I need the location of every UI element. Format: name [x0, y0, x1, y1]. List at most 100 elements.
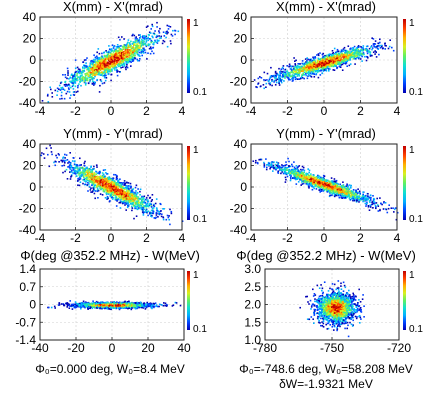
scatter-point: [62, 171, 64, 174]
scatter-point: [302, 63, 305, 66]
scatter-point: [104, 54, 106, 57]
scatter-point: [121, 200, 124, 203]
scatter-point: [324, 55, 326, 57]
scatter-point: [108, 191, 110, 194]
scatter-point: [324, 60, 327, 63]
scatter-point: [282, 72, 285, 75]
scatter-point: [348, 50, 350, 53]
scatter-point: [129, 201, 131, 203]
scatter-point: [299, 70, 302, 73]
scatter-point: [107, 50, 110, 53]
scatter-point: [90, 166, 92, 168]
scatter-point: [311, 64, 313, 67]
scatter-point: [118, 58, 120, 60]
scatter-point: [112, 189, 115, 192]
scatter-point: [114, 186, 117, 189]
scatter-point: [119, 189, 122, 191]
scatter-point: [96, 57, 98, 59]
scatter-point: [78, 175, 81, 178]
scatter-point: [103, 182, 106, 184]
scatter-point: [119, 195, 122, 198]
scatter-point: [293, 67, 296, 69]
scatter-point: [284, 176, 287, 179]
scatter-point: [334, 60, 336, 62]
scatter-point: [70, 164, 73, 167]
scatter-point: [152, 47, 154, 49]
scatter-point: [93, 172, 96, 174]
scatter-point: [270, 161, 273, 164]
scatter-point: [99, 74, 102, 76]
scatter-point: [91, 63, 94, 66]
scatter-point: [66, 84, 68, 87]
scatter-point: [98, 60, 101, 62]
scatter-point: [329, 62, 332, 64]
scatter-point: [141, 54, 143, 57]
scatter-point: [107, 64, 110, 66]
scatter-point: [144, 35, 146, 38]
scatter-point: [116, 53, 119, 56]
scatter-point: [127, 197, 130, 199]
scatter-point: [125, 62, 128, 64]
scatter-point: [139, 44, 141, 47]
scatter-point: [118, 48, 121, 50]
scatter-point: [301, 70, 304, 72]
scatter-point: [172, 29, 174, 32]
scatter-point: [162, 39, 165, 42]
scatter-point: [112, 63, 114, 65]
scatter-point: [160, 37, 162, 39]
scatter-point: [294, 63, 296, 65]
scatter-point: [152, 52, 155, 55]
scatter-point: [149, 32, 152, 34]
scatter-point: [119, 178, 121, 180]
scatter-point: [85, 181, 87, 183]
scatter-point: [153, 41, 155, 44]
scatter-point: [128, 193, 131, 196]
scatter-point: [106, 184, 109, 187]
colorbar-min-label: 0.1: [193, 214, 207, 225]
scatter-point: [102, 75, 104, 77]
scatter-point: [371, 37, 373, 39]
scatter-point: [87, 179, 89, 182]
scatter-point: [125, 52, 128, 55]
scatter-point: [127, 46, 130, 48]
scatter-point: [106, 176, 109, 179]
scatter-point: [132, 51, 134, 54]
scatter-point: [328, 65, 330, 67]
scatter-point: [64, 85, 67, 87]
scatter-point: [377, 48, 380, 50]
scatter-point: [394, 207, 397, 209]
scatter-point: [105, 50, 107, 52]
scatter-point: [341, 60, 343, 62]
scatter-point: [353, 45, 356, 48]
scatter-point: [133, 192, 135, 194]
scatter-point: [81, 79, 84, 81]
scatter-point: [66, 159, 69, 161]
scatter-point: [132, 200, 135, 202]
scatter-point: [342, 194, 344, 196]
scatter-point: [384, 42, 386, 45]
scatter-point: [164, 32, 167, 34]
scatter-point: [346, 60, 349, 62]
scatter-point: [93, 184, 96, 187]
scatter-point: [100, 80, 103, 83]
scatter-point: [358, 195, 361, 197]
scatter-point: [77, 172, 80, 174]
panel-title: Y(mm) - Y'(mrad): [63, 126, 163, 141]
scatter-point: [342, 181, 344, 183]
scatter-point: [138, 59, 141, 62]
scatter-point: [274, 72, 277, 74]
scatter-point: [326, 57, 328, 60]
scatter-point: [92, 73, 95, 75]
scatter-point: [121, 198, 124, 201]
scatter-point: [131, 207, 134, 209]
scatter-point: [150, 209, 153, 212]
scatter-point: [353, 49, 355, 52]
scatter-point: [301, 65, 303, 68]
scatter-point: [72, 172, 74, 174]
scatter-point: [315, 188, 318, 190]
scatter-point: [58, 154, 60, 156]
scatter-point: [123, 44, 125, 46]
scatter-point: [367, 193, 369, 195]
scatter-point: [63, 159, 65, 162]
